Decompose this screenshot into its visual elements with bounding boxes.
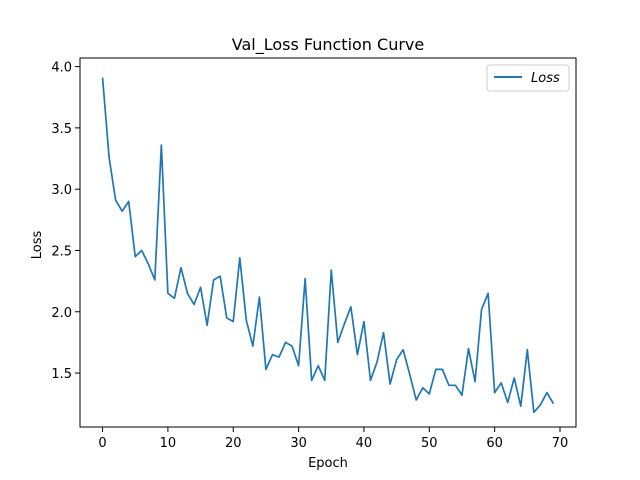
x-tick-label: 50 (421, 436, 438, 451)
x-axis: 0 10 20 30 40 50 60 70 (98, 427, 568, 451)
x-axis-label: Epoch (308, 456, 348, 471)
plot-frame (79, 57, 577, 428)
y-tick-label: 3.0 (51, 183, 72, 198)
x-tick-label: 70 (552, 436, 569, 451)
legend: Loss (486, 64, 570, 92)
x-tick-label: 10 (160, 436, 177, 451)
x-tick-label: 0 (98, 436, 106, 451)
x-tick-label: 30 (290, 436, 307, 451)
legend-box (486, 64, 570, 92)
x-tick-label: 60 (486, 436, 503, 451)
y-tick-label: 2.5 (51, 244, 72, 259)
y-tick-label: 2.0 (51, 306, 72, 321)
plot-area (80, 58, 576, 427)
x-tick-label: 20 (225, 436, 242, 451)
legend-label-loss: Loss (531, 71, 560, 86)
y-tick-label: 1.5 (51, 367, 72, 382)
chart-title: Val_Loss Function Curve (232, 35, 424, 55)
x-tick-label: 40 (356, 436, 373, 451)
y-tick-label: 4.0 (51, 61, 72, 76)
y-axis: 1.5 2.0 2.5 3.0 3.5 4.0 (51, 61, 80, 382)
y-tick-label: 3.5 (51, 122, 72, 137)
series-layer (101, 77, 555, 414)
y-axis-label: Loss (30, 231, 45, 260)
series-line-loss (101, 77, 555, 414)
